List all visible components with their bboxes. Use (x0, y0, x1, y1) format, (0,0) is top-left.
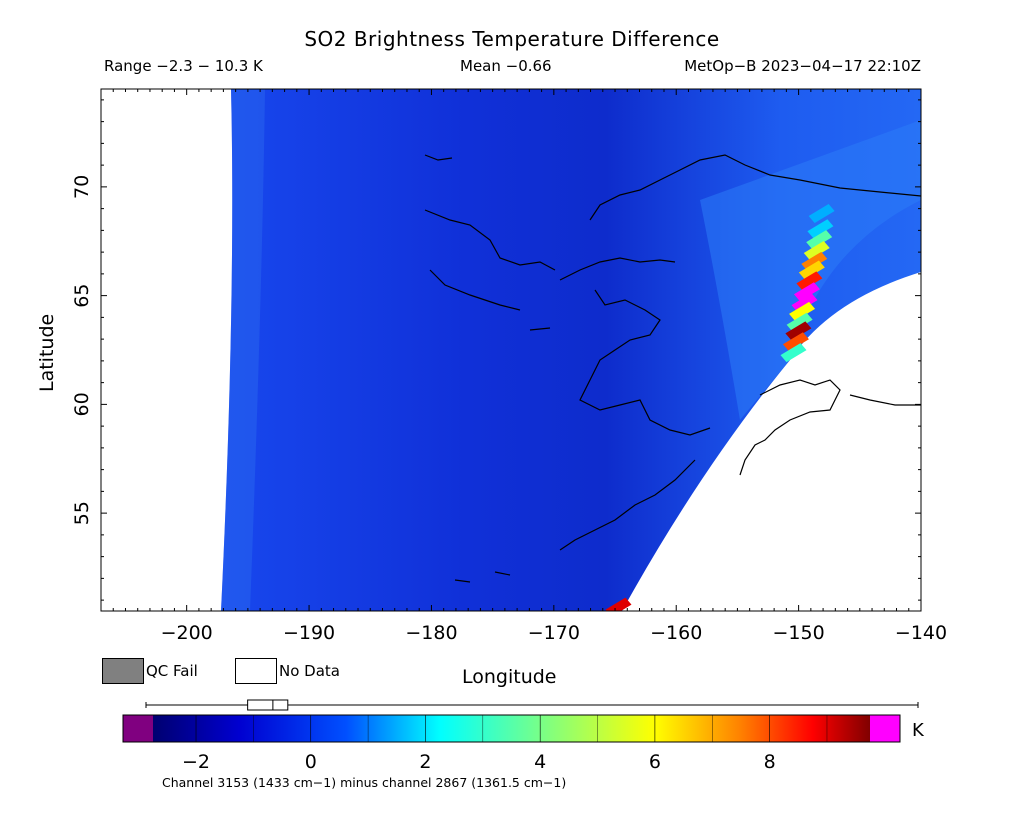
mean-label: Mean −0.66 (460, 57, 552, 75)
plume-pixel (798, 260, 825, 280)
colorbar-tick-label: 2 (419, 751, 431, 773)
colorbar-high-overflow (870, 715, 900, 742)
colorbar-tick-label: 8 (764, 751, 776, 773)
no-data-swatch (235, 658, 277, 684)
plume-pixel (793, 282, 820, 302)
plume-pixel (789, 301, 816, 321)
colorbar-tick-label: 0 (305, 751, 317, 773)
x-tick-label: −150 (773, 622, 825, 644)
colorbar-ticks: −2 0 2 4 6 8 (182, 715, 828, 773)
colorbar: −2 0 2 4 6 8 (122, 699, 919, 773)
x-tick-label: −160 (650, 622, 702, 644)
plume-pixel (605, 597, 632, 611)
y-axis-label: Latitude (36, 313, 58, 392)
y-axis: 55 60 65 70 (71, 99, 921, 601)
x-tick-label: −170 (528, 622, 580, 644)
x-axis: −200 −190 −180 −170 −160 −150 −140 (100, 89, 947, 644)
colorbar-gradient (153, 715, 870, 742)
coastlines (424, 154, 922, 583)
x-axis-label: Longitude (462, 666, 557, 688)
so2-plume (605, 203, 835, 611)
y-tick-label: 70 (71, 175, 93, 199)
colorbar-tick-label: −2 (182, 751, 210, 773)
swath-edge-band (221, 89, 265, 611)
plume-pixel (782, 332, 809, 352)
plot-frame (100, 88, 922, 612)
plume-pixel (791, 293, 818, 313)
plume-pixel (806, 230, 833, 250)
colorbar-low-overflow (123, 715, 153, 742)
y-tick-label: 60 (71, 392, 93, 416)
x-tick-label: −200 (161, 622, 213, 644)
range-label: Range −2.3 − 10.3 K (104, 57, 263, 75)
x-tick-label: −180 (405, 622, 457, 644)
no-data-label: No Data (279, 662, 340, 680)
colorbar-tick-label: 4 (534, 751, 546, 773)
x-tick-label: −140 (895, 622, 947, 644)
plume-pixel (808, 203, 835, 223)
plume-pixel (785, 321, 812, 341)
channel-footnote: Channel 3153 (1433 cm−1) minus channel 2… (162, 775, 567, 790)
plume-pixel (796, 271, 823, 291)
colorbar-frame (122, 714, 901, 743)
swath-layer (221, 89, 921, 611)
plume-pixel (807, 219, 834, 239)
colorbar-tick-label: 6 (649, 751, 661, 773)
y-tick-label: 65 (71, 284, 93, 308)
plume-pixel (786, 312, 813, 332)
plume-pixel (801, 251, 828, 271)
plume-pixel (803, 240, 830, 260)
plume-pixel (780, 343, 807, 363)
qc-fail-swatch (102, 658, 144, 684)
x-tick-label: −190 (283, 622, 335, 644)
qc-fail-label: QC Fail (146, 662, 198, 680)
satellite-timestamp: MetOp−B 2023−04−17 22:10Z (684, 57, 921, 75)
colorbar-range-box (247, 699, 289, 711)
chart-title: SO2 Brightness Temperature Difference (304, 27, 720, 51)
y-tick-label: 55 (71, 501, 93, 525)
colorbar-unit: K (912, 720, 924, 741)
